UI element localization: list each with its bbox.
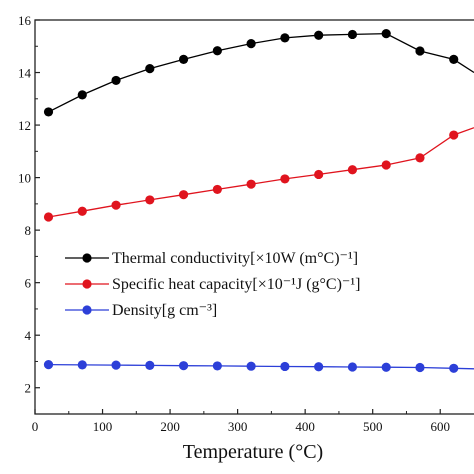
x-tick-label: 200 — [160, 419, 180, 434]
data-point — [280, 361, 290, 372]
series-0 — [43, 29, 474, 117]
data-point — [145, 195, 155, 205]
data-point — [280, 33, 290, 43]
legend-label: Specific heat capacity[×10⁻¹J (g°C)⁻¹] — [112, 276, 360, 293]
series-line — [48, 363, 474, 370]
series-1 — [43, 127, 474, 222]
data-point — [212, 46, 222, 56]
data-point — [212, 184, 222, 195]
x-tick-label: 400 — [295, 419, 315, 434]
data-point — [347, 362, 358, 372]
data-point — [415, 153, 425, 163]
x-tick-label: 0 — [32, 419, 39, 434]
data-point — [314, 169, 324, 180]
data-point — [77, 206, 87, 216]
data-point — [415, 362, 425, 373]
x-tick-label: 100 — [93, 419, 113, 434]
data-point — [43, 360, 54, 370]
data-point — [314, 362, 324, 372]
data-point — [77, 90, 87, 100]
data-point — [111, 360, 121, 370]
data-point — [43, 107, 54, 117]
data-point — [280, 174, 290, 184]
y-axis: 2 4 6 8 10 12 14 16 — [18, 13, 40, 415]
y-tick-label: 10 — [18, 171, 31, 186]
data-point — [145, 63, 155, 74]
data-point — [145, 360, 155, 371]
legend-label: Density[g cm⁻³] — [112, 302, 217, 319]
data-point — [381, 362, 391, 372]
y-tick-label: 4 — [25, 328, 32, 343]
data-point — [77, 360, 87, 370]
x-axis-title: Temperature (°C) — [183, 441, 323, 463]
y-tick-label: 14 — [18, 66, 32, 81]
data-point — [111, 75, 121, 86]
data-point — [449, 54, 459, 64]
data-point — [43, 212, 54, 222]
data-point — [246, 39, 256, 49]
y-tick-label: 6 — [25, 276, 32, 291]
legend-label: Thermal conductivity[×10W (m°C)⁻¹] — [112, 250, 358, 267]
plot-frame — [34, 19, 474, 415]
legend-swatch-marker — [82, 305, 92, 315]
data-point — [449, 130, 459, 140]
data-point — [178, 361, 189, 371]
data-point — [381, 160, 391, 170]
y-tick-label: 16 — [18, 13, 32, 28]
data-point — [314, 30, 324, 40]
data-point — [212, 361, 222, 371]
y-tick-label: 8 — [25, 223, 32, 238]
x-tick-label: 600 — [430, 419, 450, 434]
data-point — [178, 190, 189, 200]
data-point — [111, 200, 121, 210]
y-tick-label: 12 — [18, 118, 31, 133]
legend-swatch-marker — [82, 253, 92, 263]
data-point — [246, 361, 256, 371]
legend-swatch-marker — [82, 279, 92, 289]
x-tick-label: 300 — [228, 419, 248, 434]
series-2 — [43, 360, 474, 373]
data-point — [381, 29, 391, 39]
x-tick-label: 500 — [363, 419, 383, 434]
y-tick-label: 2 — [25, 381, 32, 396]
series-line — [48, 33, 474, 113]
data-point — [449, 363, 459, 373]
plot-series — [43, 29, 474, 373]
data-point — [246, 179, 256, 189]
x-axis: 0 100 200 300 400 500 600 — [32, 409, 450, 434]
legend: Thermal conductivity[×10W (m°C)⁻¹] Specif… — [65, 250, 360, 319]
data-point — [415, 46, 425, 56]
data-point — [347, 165, 358, 175]
data-point — [178, 54, 189, 64]
data-point — [347, 29, 358, 40]
series-line — [48, 127, 474, 218]
